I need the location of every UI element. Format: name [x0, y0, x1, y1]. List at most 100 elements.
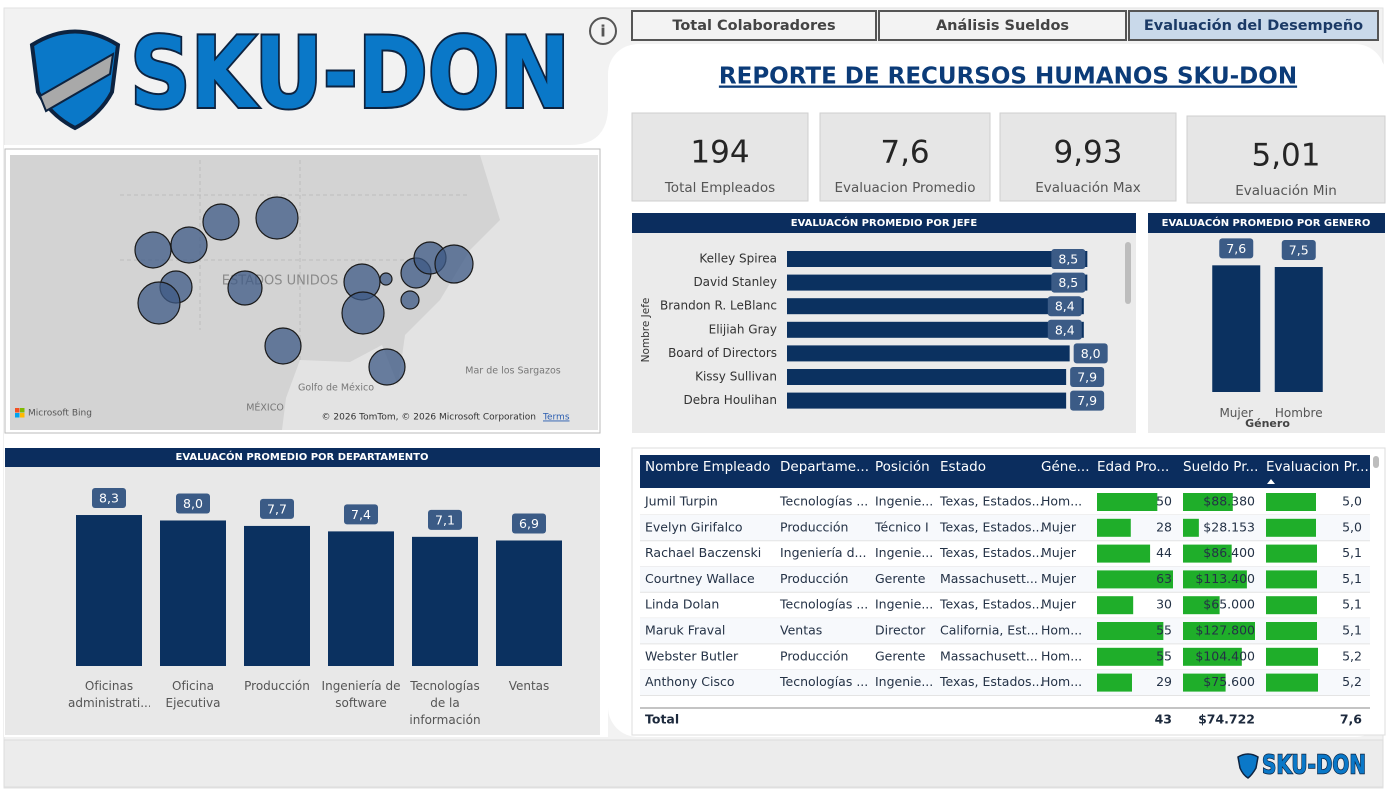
cell-number: 5,1	[1342, 597, 1362, 612]
cell-number: 28	[1156, 519, 1172, 534]
data-bar	[1097, 493, 1158, 511]
tab-label: Total Colaboradores	[672, 18, 835, 34]
cell-number: 5,2	[1342, 648, 1362, 663]
data-bar	[1266, 673, 1318, 692]
data-bar	[1097, 518, 1131, 537]
bar	[787, 345, 1070, 362]
data-bar	[1183, 570, 1247, 589]
cell: Hom...	[1041, 623, 1082, 638]
x-tick-label-text: Oficinas administrati...	[68, 679, 150, 710]
scrollbar[interactable]	[1125, 242, 1131, 304]
cell-number: 5,1	[1342, 623, 1362, 638]
map-label: MÉXICO	[246, 402, 284, 414]
bar	[787, 369, 1067, 385]
y-tick-label: Debra Houlihan	[683, 393, 777, 407]
kpi-label: Evaluación Min	[1235, 183, 1337, 199]
cell: Texas, Estados...	[939, 674, 1044, 689]
value-label: 8,4	[1055, 322, 1075, 337]
info-icon-text: i	[600, 22, 605, 41]
data-bar	[1097, 647, 1164, 666]
x-axis-title: Género	[1245, 417, 1290, 430]
info-icon[interactable]	[589, 17, 617, 45]
bar	[787, 298, 1084, 315]
bar	[160, 520, 226, 666]
map-bubble	[137, 281, 181, 325]
tab[interactable]	[878, 10, 1127, 41]
cell-number: $86.400	[1203, 545, 1255, 560]
table-header	[640, 455, 1370, 488]
footer-shield	[1237, 753, 1259, 779]
value-label: 8,3	[99, 491, 119, 506]
x-tick-label-text: Ingeniería de software	[321, 679, 401, 710]
x-tick-label-text: Hombre	[1274, 406, 1323, 420]
cell: Jumil Turpin	[644, 494, 718, 509]
data-bar	[1097, 544, 1151, 563]
value-label-box	[1281, 240, 1316, 260]
cell: Massachusett...	[940, 571, 1038, 586]
total-value: $74.722	[1198, 712, 1255, 727]
kpi-value: 194	[690, 135, 749, 171]
value-label: 7,4	[351, 507, 371, 522]
kpi-card	[1186, 115, 1386, 204]
tab[interactable]	[1128, 10, 1379, 41]
x-tick-label: Oficinas administrati...	[68, 679, 150, 710]
cell: Ingenie...	[875, 494, 933, 509]
data-bar	[1266, 596, 1317, 615]
tab[interactable]	[631, 10, 877, 41]
map-bubble	[134, 231, 172, 269]
cell: Director	[875, 623, 926, 638]
map-label: Mar de los Sargazos	[465, 366, 561, 377]
cell: Texas, Estados...	[939, 597, 1044, 612]
data-bar	[1097, 570, 1173, 589]
data-bar	[1266, 622, 1317, 640]
total-label: Total	[645, 712, 679, 727]
cell: Hom...	[1041, 494, 1082, 509]
cell: Mujer	[1041, 597, 1077, 612]
bing-logo	[20, 413, 25, 418]
footer	[3, 739, 1384, 788]
data-bar	[1266, 647, 1318, 666]
data-bar	[1266, 544, 1317, 563]
chart-title: EVALUACÓN PROMEDIO POR GENERO	[1162, 216, 1371, 229]
value-label-box	[1219, 238, 1254, 259]
y-tick-label: Brandon R. LeBlanc	[660, 299, 777, 313]
map-bubble	[434, 244, 474, 284]
value-label-box	[1073, 343, 1108, 364]
y-tick-label: David Stanley	[693, 275, 777, 289]
data-bar	[1183, 673, 1226, 692]
row-band	[640, 669, 1370, 696]
map-bubble	[202, 203, 240, 241]
value-label-box	[176, 493, 210, 514]
scrollbar[interactable]	[1373, 456, 1379, 468]
cell: Ingenie...	[875, 597, 933, 612]
jefe-header	[632, 213, 1136, 233]
cell: Texas, Estados...	[939, 545, 1044, 560]
bar	[496, 540, 562, 666]
logo-text: SKU-DON	[130, 17, 570, 131]
map-terms[interactable]: Terms	[542, 413, 570, 423]
x-tick-label-text: Mujer	[1219, 406, 1254, 420]
column-header: Posición	[875, 459, 930, 475]
cell-number: $88.380	[1203, 494, 1255, 509]
x-tick-label-text: Producción	[244, 679, 310, 693]
cell-number: 29	[1156, 674, 1172, 689]
bar	[1212, 265, 1261, 392]
cell-number: 30	[1156, 597, 1172, 612]
cell-number: $113.400	[1195, 571, 1255, 586]
kpi-card	[631, 112, 809, 202]
cell-number: 50	[1156, 494, 1172, 509]
bar	[76, 515, 142, 666]
map-bubble	[400, 290, 420, 310]
data-bar	[1183, 544, 1232, 563]
genero-header	[1148, 213, 1385, 233]
bing-logo	[20, 408, 25, 413]
bar	[787, 251, 1088, 267]
map-attribution: Microsoft Bing	[28, 409, 92, 419]
kpi-card	[999, 112, 1177, 202]
footer-logo: SKU-DON	[1262, 751, 1366, 781]
x-tick-label-text: Oficina Ejecutiva	[165, 679, 221, 710]
y-tick-label: Elijiah Gray	[709, 322, 777, 336]
column-header: Géne...	[1041, 459, 1090, 475]
cell: Tecnologías ...	[779, 674, 868, 689]
cell-number: 5,0	[1342, 494, 1362, 509]
